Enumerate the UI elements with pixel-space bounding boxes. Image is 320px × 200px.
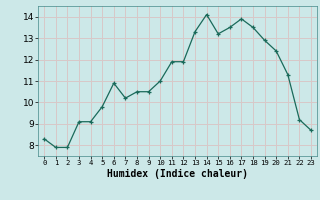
X-axis label: Humidex (Indice chaleur): Humidex (Indice chaleur)	[107, 169, 248, 179]
